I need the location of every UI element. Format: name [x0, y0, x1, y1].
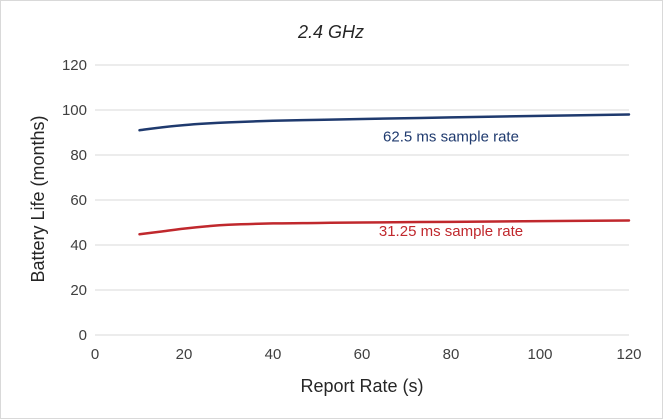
y-tick-label: 120	[62, 57, 87, 74]
series-label: 31.25 ms sample rate	[379, 223, 523, 240]
x-axis-title: Report Rate (s)	[300, 376, 423, 396]
x-tick-label: 100	[527, 346, 552, 363]
x-tick-label: 20	[176, 346, 193, 363]
x-tick-label: 0	[91, 346, 99, 363]
y-tick-label: 60	[70, 192, 87, 209]
gridlines	[95, 64, 629, 336]
y-axis-title: Battery Life (months)	[28, 115, 48, 282]
x-tick-label: 60	[354, 346, 371, 363]
y-tick-label: 100	[62, 102, 87, 119]
series-label: 62.5 ms sample rate	[383, 129, 519, 146]
series-lines	[138, 113, 631, 236]
series-line	[138, 113, 631, 132]
y-tick-label: 0	[79, 327, 87, 344]
tick-labels: 0 20 40 60 80 100 120 0 20 40 60 80 100 120	[62, 57, 642, 363]
x-tick-label: 120	[616, 346, 641, 363]
series-line	[138, 219, 631, 236]
chart-title: 2.4 GHz	[297, 22, 364, 42]
x-tick-label: 80	[443, 346, 460, 363]
y-tick-label: 80	[70, 147, 87, 164]
y-tick-label: 40	[70, 237, 87, 254]
x-tick-label: 40	[265, 346, 282, 363]
series-labels: 62.5 ms sample rate 31.25 ms sample rate	[379, 129, 523, 241]
y-tick-label: 20	[70, 282, 87, 299]
